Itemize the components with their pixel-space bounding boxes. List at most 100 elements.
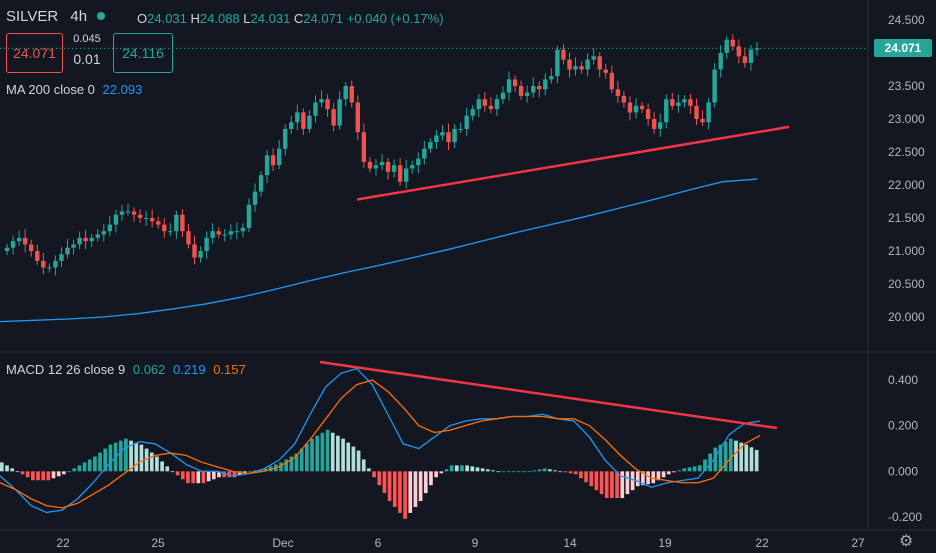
- macd-histogram-bar: [703, 459, 707, 472]
- candle-body: [234, 231, 240, 233]
- macd-histogram-bar: [67, 471, 71, 473]
- macd-histogram-bar: [320, 432, 325, 472]
- candle-body: [319, 99, 324, 103]
- candle-body: [283, 128, 288, 149]
- macd-histogram-bar: [196, 471, 201, 484]
- candle-body: [651, 119, 657, 129]
- signal-line: [0, 379, 761, 509]
- macd-histogram-bar: [723, 441, 728, 472]
- candle-body: [609, 72, 615, 90]
- macd-histogram-bar: [346, 442, 351, 472]
- candle-body: [379, 161, 385, 166]
- candle-body: [736, 46, 742, 57]
- candle-body: [77, 237, 82, 245]
- buy-button[interactable]: 24.116: [113, 33, 173, 73]
- macd-histogram-bar: [31, 471, 35, 481]
- candle-body: [349, 86, 354, 103]
- candle-body: [361, 132, 367, 162]
- macd-histogram-bar: [682, 468, 687, 472]
- candle-body: [422, 148, 427, 159]
- macd-histogram-bar: [377, 471, 382, 486]
- macd-histogram-bar: [253, 470, 258, 472]
- candle-body: [131, 211, 137, 215]
- candle-body: [585, 59, 590, 70]
- macd-line-value: 0.219: [173, 362, 206, 377]
- macd-histogram-bar: [46, 471, 51, 481]
- candle-body: [645, 109, 651, 119]
- macd-histogram-bar: [439, 471, 444, 474]
- interval-label[interactable]: 4h: [70, 8, 88, 25]
- macd-histogram-bar: [170, 471, 175, 473]
- candle-body: [694, 105, 699, 119]
- macd-histogram-bar: [739, 442, 743, 472]
- price-tick-label: 23.000: [888, 112, 925, 126]
- candle-body: [4, 247, 10, 251]
- candle-body: [597, 56, 602, 70]
- symbol-header[interactable]: SILVER 4h: [6, 8, 111, 25]
- candle-body: [724, 39, 729, 53]
- candle-body: [156, 221, 161, 225]
- candle-body: [89, 237, 94, 242]
- candle-body: [216, 231, 221, 235]
- candle-body: [561, 49, 566, 60]
- macd-legend[interactable]: MACD 12 26 close 9 0.062 0.219 0.157: [6, 362, 246, 377]
- candle-body: [633, 105, 639, 113]
- macd-histogram-bar: [615, 471, 619, 499]
- macd-histogram-bar: [646, 471, 650, 485]
- macd-histogram-bar: [315, 435, 320, 472]
- macd-histogram-bar: [222, 471, 226, 478]
- macd-tick-label: -0.200: [888, 510, 922, 524]
- last-price-tag: 24.071: [874, 39, 932, 57]
- candle-body: [476, 99, 481, 110]
- macd-histogram-bar: [413, 471, 418, 507]
- macd-histogram-bar: [175, 471, 180, 476]
- candle-body: [373, 165, 379, 169]
- macd-histogram-bar: [542, 468, 547, 472]
- macd-histogram-bar: [734, 440, 738, 472]
- macd-histogram-bar: [20, 471, 25, 475]
- macd-legend-label: MACD 12 26 close 9: [6, 362, 126, 377]
- candle-body: [676, 102, 681, 106]
- candle-body: [712, 69, 717, 103]
- sell-button[interactable]: 24.071: [6, 33, 63, 73]
- candle-body: [664, 99, 669, 123]
- candle-body: [543, 79, 548, 90]
- candle-body: [331, 109, 336, 126]
- macd-histogram-bar: [692, 466, 697, 472]
- ma-legend[interactable]: MA 200 close 0 22.093: [6, 82, 142, 97]
- macd-histogram-bar: [517, 471, 521, 473]
- macd-histogram-bar: [408, 471, 413, 513]
- candle-body: [71, 244, 76, 248]
- macd-histogram-bar: [165, 466, 170, 472]
- gear-icon[interactable]: ⚙: [899, 533, 914, 550]
- macd-histogram-bar: [129, 440, 133, 472]
- macd-histogram-bar: [336, 435, 340, 472]
- macd-histogram-bar: [206, 471, 211, 482]
- macd-histogram-bar: [475, 467, 480, 472]
- candle-body: [458, 128, 463, 130]
- macd-histogram-bar: [211, 471, 216, 480]
- candle-body: [621, 95, 627, 103]
- macd-histogram-bar: [294, 453, 299, 472]
- candle-body: [53, 260, 58, 268]
- macd-histogram-bar: [191, 471, 195, 484]
- change-value: +0.040 (+0.17%): [346, 11, 444, 26]
- candle-body: [670, 99, 675, 106]
- macd-histogram-bar: [93, 456, 97, 472]
- macd-histogram-bar: [279, 462, 283, 472]
- macd-histogram-bar: [367, 468, 371, 472]
- spread-display: 0.045 0.01: [64, 33, 110, 67]
- macd-histogram-bar: [480, 468, 485, 472]
- macd-histogram-bar: [548, 469, 552, 472]
- candle-body: [16, 237, 22, 242]
- candle-body: [567, 59, 572, 70]
- candle-body: [143, 218, 149, 219]
- symbol-name[interactable]: SILVER: [6, 8, 59, 25]
- candle-body: [639, 105, 645, 110]
- ma-legend-label: MA 200 close 0: [6, 82, 95, 97]
- macd-histogram-bar: [501, 471, 506, 473]
- macd-histogram-bar: [423, 471, 428, 494]
- candle-body: [137, 214, 143, 218]
- macd-histogram-bar: [444, 469, 449, 472]
